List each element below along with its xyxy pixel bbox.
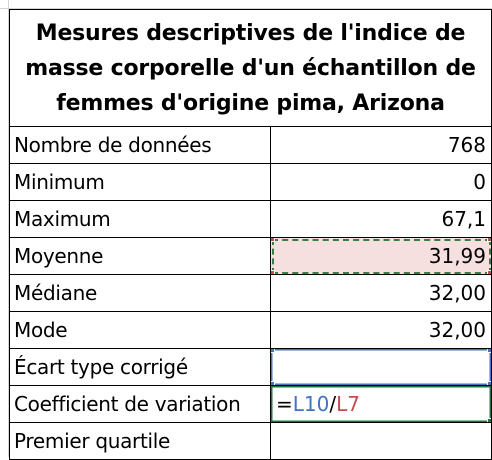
reference-handle[interactable] [270,237,275,242]
table-row: Coefficient de variation =L10/L7 [9,385,492,423]
formula-edit-cell[interactable]: =L10/L7 [270,385,492,423]
row-label-std-dev[interactable]: Écart type corrigé [9,348,271,386]
row-label-minimum[interactable]: Minimum [9,163,271,201]
row-label-maximum[interactable]: Maximum [9,200,271,238]
reference-handle[interactable] [270,381,275,385]
reference-handle[interactable] [487,237,491,242]
table-row: Médiane 32,00 [9,274,492,312]
table-row: Nombre de données 768 [9,126,492,164]
table-title-cell[interactable]: Mesures descriptives de l'indice de mass… [8,9,492,127]
table-row: Minimum 0 [9,163,492,201]
table-row: Premier quartile [9,422,492,460]
row-value-mean-referenced[interactable]: 31,99 [270,237,492,275]
grid-column-line [8,0,9,457]
row-label-count[interactable]: Nombre de données [9,126,271,164]
row-label-mode[interactable]: Mode [9,311,271,349]
row-value-mode[interactable]: 32,00 [270,311,492,349]
table-title: Mesures descriptives de l'indice de mass… [25,20,476,116]
row-label-first-quartile[interactable]: Premier quartile [9,422,271,460]
row-value-first-quartile[interactable] [270,422,492,460]
row-value-maximum[interactable]: 67,1 [270,200,492,238]
mean-value-text: 31,99 [428,244,487,268]
reference-handle[interactable] [487,381,491,385]
reference-handle[interactable] [487,348,491,353]
row-value-count[interactable]: 768 [270,126,492,164]
row-value-median[interactable]: 32,00 [270,274,492,312]
table-row: Écart type corrigé [9,348,492,386]
formula-equals: = [276,392,293,416]
formula-reference-denominator: L7 [336,392,360,416]
fill-handle[interactable] [487,418,491,422]
row-label-median[interactable]: Médiane [9,274,271,312]
reference-handle[interactable] [270,270,275,274]
row-label-coef-variation[interactable]: Coefficient de variation [9,385,271,423]
row-label-mean[interactable]: Moyenne [9,237,271,275]
formula-reference-numerator: L10 [292,392,330,416]
table-row: Moyenne 31,99 [9,237,492,275]
reference-handle[interactable] [487,270,491,274]
formula-operator: / [329,392,337,416]
table-row: Maximum 67,1 [9,200,492,238]
row-value-std-dev-referenced[interactable] [270,348,492,386]
row-value-minimum[interactable]: 0 [270,163,492,201]
table-row: Mode 32,00 [9,311,492,349]
grid-row-line [0,8,492,9]
reference-handle[interactable] [270,348,275,353]
descriptive-stats-table: Mesures descriptives de l'indice de mass… [8,9,492,460]
